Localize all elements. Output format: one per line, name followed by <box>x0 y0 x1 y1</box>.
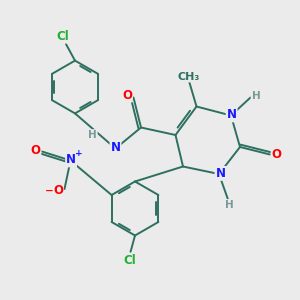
Text: O: O <box>272 148 282 161</box>
Text: Cl: Cl <box>123 254 136 267</box>
Text: N: N <box>215 167 226 180</box>
Text: H: H <box>251 91 260 101</box>
Text: CH₃: CH₃ <box>178 71 200 82</box>
Text: Cl: Cl <box>56 29 69 43</box>
Text: +: + <box>75 149 83 158</box>
Text: O: O <box>53 184 63 197</box>
Text: N: N <box>226 108 237 122</box>
Text: N: N <box>110 141 121 154</box>
Text: O: O <box>30 143 40 157</box>
Text: H: H <box>88 130 97 140</box>
Text: H: H <box>225 200 234 210</box>
Text: −: − <box>44 185 53 196</box>
Text: N: N <box>66 153 76 167</box>
Text: O: O <box>122 88 132 102</box>
